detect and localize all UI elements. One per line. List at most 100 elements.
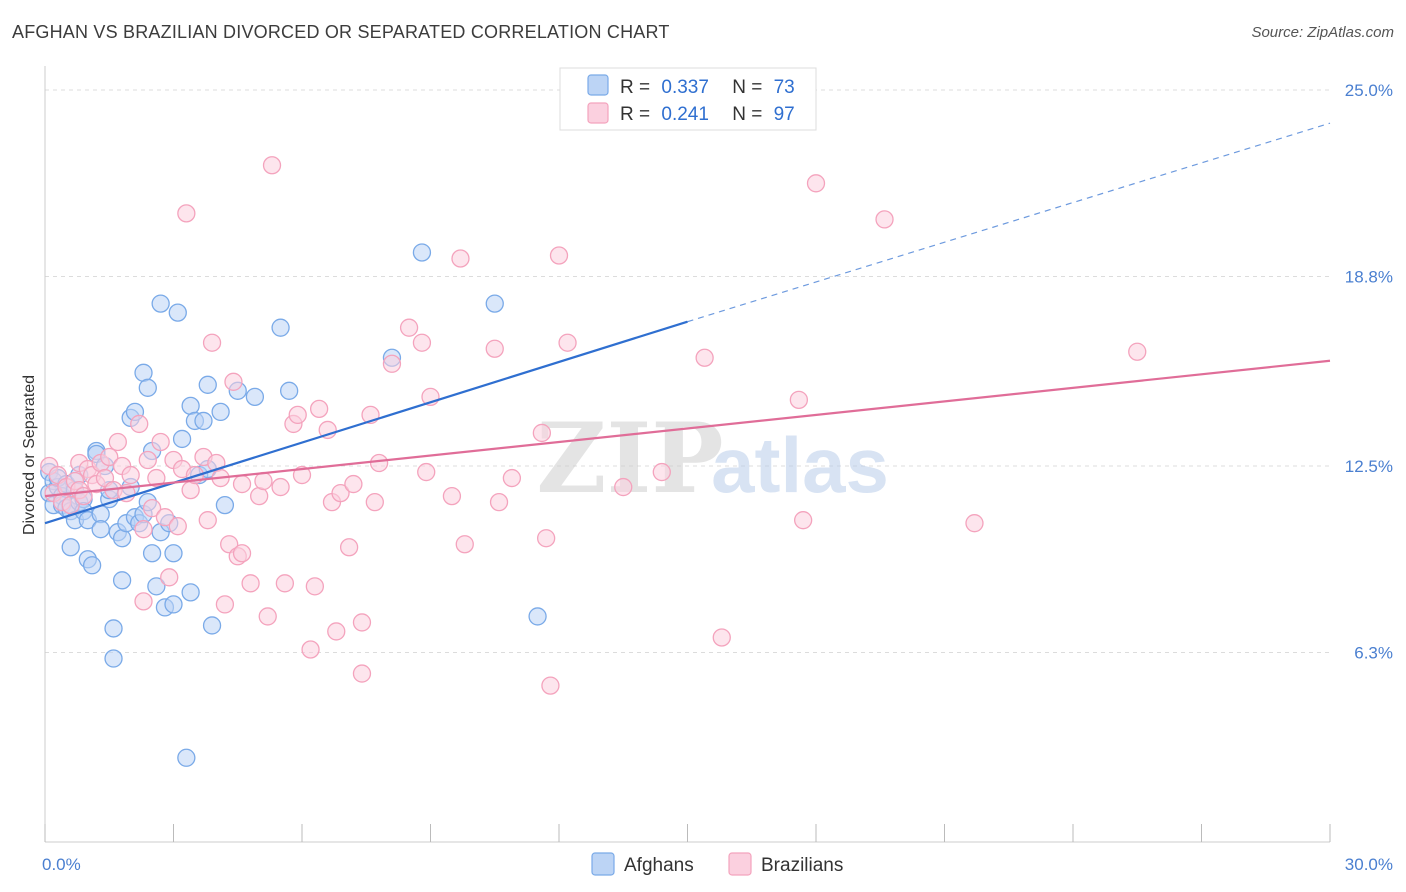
- brazilians-point-84: [614, 477, 633, 497]
- legend-bottom-label-afghans: Afghans: [624, 855, 694, 876]
- brazilians-point-22: [134, 520, 153, 539]
- brazilians-point-91: [875, 210, 894, 229]
- brazilians-point-73: [442, 486, 462, 506]
- brazilians-point-56: [305, 577, 325, 596]
- afghans-point-29: [112, 571, 132, 590]
- afghans-point-62: [215, 495, 235, 515]
- afghans-trend-line: [44, 320, 688, 525]
- brazilians-point-54: [292, 465, 312, 485]
- brazilians-point-55: [301, 640, 320, 659]
- afghans-point-70: [528, 607, 547, 626]
- brazilians-point-49: [262, 156, 282, 175]
- brazilians-point-42: [224, 372, 243, 391]
- legend-r-label-afghans: R =: [620, 77, 650, 98]
- brazilians-point-61: [339, 538, 359, 557]
- brazilians-point-70: [412, 333, 432, 352]
- brazilians-point-40: [215, 595, 235, 614]
- x-tick-label-1: 30.0%: [1345, 855, 1393, 874]
- source-label: Source: ZipAtlas.com: [1251, 24, 1394, 41]
- afghans-point-23: [91, 520, 110, 539]
- brazilians-point-89: [794, 511, 813, 530]
- series-afghans-points: [40, 243, 547, 767]
- afghans-point-40: [138, 378, 157, 397]
- brazilians-point-44: [232, 474, 252, 494]
- watermark-atlas: atlas: [711, 421, 889, 509]
- legend-bottom-label-brazilians: Brazilians: [761, 855, 843, 876]
- legend-bottom-swatch-afghans: [591, 852, 615, 876]
- legend-r-value-brazilians: 0.241: [661, 104, 709, 125]
- afghans-point-65: [271, 318, 290, 337]
- afghans-point-60: [202, 616, 222, 635]
- brazilians-point-77: [489, 492, 509, 512]
- brazilians-point-92: [965, 514, 984, 533]
- y-tick-label-2: 18.8%: [1345, 268, 1393, 287]
- legend-bottom-swatch-brazilians: [728, 852, 752, 876]
- watermark-zip: ZIP: [536, 402, 723, 515]
- brazilians-point-30: [168, 517, 187, 536]
- brazilians-point-51: [275, 574, 295, 593]
- brazilians-point-93: [1128, 342, 1147, 361]
- brazilians-point-67: [369, 453, 389, 473]
- brazilians-point-76: [485, 339, 504, 358]
- brazilians-point-47: [254, 471, 273, 491]
- brazilians-point-25: [147, 468, 166, 488]
- brazilians-point-95: [327, 622, 346, 641]
- brazilians-point-71: [417, 462, 436, 482]
- brazilians-point-69: [399, 318, 419, 337]
- brazilians-point-85: [652, 462, 671, 482]
- afghans-point-59: [198, 375, 217, 394]
- brazilians-point-96: [134, 592, 153, 611]
- chart-title: AFGHAN VS BRAZILIAN DIVORCED OR SEPARATE…: [12, 22, 670, 42]
- legend-n-label-brazilians: N =: [732, 104, 762, 125]
- afghans-point-38: [134, 363, 153, 382]
- brazilians-point-28: [160, 568, 179, 587]
- brazilians-point-79: [532, 423, 552, 443]
- grid-lines: [45, 89, 1330, 654]
- legend-r-value-afghans: 0.337: [661, 77, 709, 98]
- brazilians-point-9: [74, 486, 93, 506]
- afghans-point-43: [147, 577, 166, 596]
- afghans-point-19: [82, 556, 102, 575]
- brazilians-point-88: [789, 390, 809, 410]
- brazilians-point-90: [806, 174, 826, 193]
- afghans-point-53: [181, 583, 200, 602]
- brazilians-point-62: [344, 474, 363, 494]
- brazilians-point-60: [331, 483, 350, 503]
- legend-n-value-afghans: 73: [774, 77, 795, 98]
- brazilians-point-37: [202, 333, 222, 352]
- brazilians-point-50: [271, 477, 290, 497]
- svg-text:R = 0.337 N =: R = 0.337 N = 73: [620, 77, 795, 98]
- brazilians-point-81: [541, 676, 560, 695]
- brazilians-point-24: [142, 498, 162, 518]
- axes: [44, 66, 1331, 843]
- afghans-point-11: [61, 538, 80, 557]
- brazilians-point-23: [138, 450, 157, 470]
- brazilians-point-27: [155, 508, 175, 527]
- afghans-point-69: [485, 294, 504, 313]
- brazilians-point-66: [365, 492, 384, 512]
- afghans-point-51: [172, 429, 192, 449]
- y-axis-title: Divorced or Separated: [21, 375, 38, 535]
- brazilians-point-45: [241, 574, 260, 593]
- brazilians-point-46: [250, 486, 269, 506]
- legend-swatch-brazilians: [587, 102, 609, 124]
- legend-n-label-afghans: N =: [732, 77, 762, 98]
- afghans-point-26: [104, 619, 123, 638]
- brazilians-point-33: [181, 480, 200, 500]
- afghans-point-41: [142, 544, 162, 563]
- brazilians-point-82: [549, 246, 569, 265]
- brazilians-point-94: [232, 544, 252, 563]
- tick-labels: 6.3% 12.5% 18.8% 25.0% 0.0% 30.0%: [42, 81, 1393, 874]
- afghans-point-64: [245, 387, 265, 407]
- brazilians-point-63: [352, 664, 372, 683]
- legend-swatch-afghans: [587, 74, 609, 96]
- afghans-point-27: [104, 649, 123, 668]
- brazilians-point-32: [177, 204, 196, 223]
- afghans-point-49: [164, 595, 183, 614]
- brazilians-point-87: [712, 628, 731, 647]
- afghans-trend-extension: [687, 122, 1331, 323]
- brazilians-point-21: [130, 414, 149, 434]
- afghans-point-48: [164, 544, 183, 563]
- trend-lines: [44, 122, 1331, 525]
